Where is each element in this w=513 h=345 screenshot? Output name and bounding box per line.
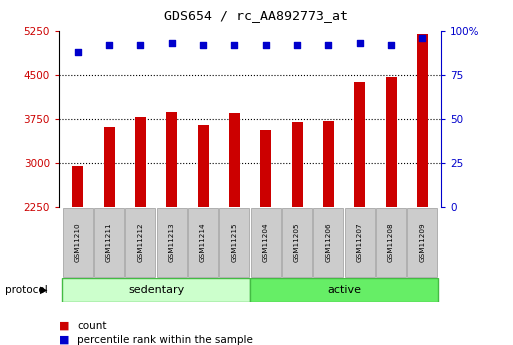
Bar [386,77,397,207]
Text: ▶: ▶ [40,285,47,295]
Text: GSM11213: GSM11213 [169,223,175,262]
Text: GSM11214: GSM11214 [200,223,206,262]
Bar [198,125,209,207]
Bar [417,34,428,207]
Bar [260,130,271,207]
Point [262,42,270,48]
Text: sedentary: sedentary [128,285,184,295]
Text: percentile rank within the sample: percentile rank within the sample [77,335,253,345]
FancyBboxPatch shape [220,208,249,277]
Text: GSM11212: GSM11212 [137,223,144,262]
FancyBboxPatch shape [313,208,343,277]
Point [105,42,113,48]
Point [199,42,207,48]
Text: GSM11204: GSM11204 [263,223,269,262]
FancyBboxPatch shape [94,208,124,277]
Text: GSM11208: GSM11208 [388,223,394,262]
FancyBboxPatch shape [376,208,406,277]
FancyBboxPatch shape [250,278,438,302]
Text: GDS654 / rc_AA892773_at: GDS654 / rc_AA892773_at [165,9,348,22]
Bar [354,82,365,207]
Bar [166,112,177,207]
Text: GSM11211: GSM11211 [106,223,112,262]
Text: GSM11209: GSM11209 [420,223,425,262]
Point [74,49,82,55]
FancyBboxPatch shape [63,208,93,277]
FancyBboxPatch shape [282,208,312,277]
Text: count: count [77,321,107,331]
Text: protocol: protocol [5,285,48,295]
Text: GSM11207: GSM11207 [357,223,363,262]
Bar [323,121,334,207]
FancyBboxPatch shape [62,278,250,302]
Bar [135,117,146,207]
Text: GSM11205: GSM11205 [294,223,300,262]
Text: active: active [327,285,361,295]
Point [168,41,176,46]
Text: ■: ■ [59,321,69,331]
Point [293,42,301,48]
Text: ■: ■ [59,335,69,345]
FancyBboxPatch shape [157,208,187,277]
Bar [104,127,114,207]
Bar [291,122,303,207]
Bar [229,112,240,207]
FancyBboxPatch shape [251,208,281,277]
Point [136,42,145,48]
FancyBboxPatch shape [407,208,438,277]
Point [324,42,332,48]
FancyBboxPatch shape [188,208,218,277]
Bar [72,166,83,207]
Point [230,42,239,48]
FancyBboxPatch shape [125,208,155,277]
Point [418,35,426,41]
Text: GSM11206: GSM11206 [325,223,331,262]
FancyBboxPatch shape [345,208,375,277]
Point [356,41,364,46]
Text: GSM11210: GSM11210 [75,223,81,262]
Point [387,42,395,48]
Text: GSM11215: GSM11215 [231,223,238,262]
